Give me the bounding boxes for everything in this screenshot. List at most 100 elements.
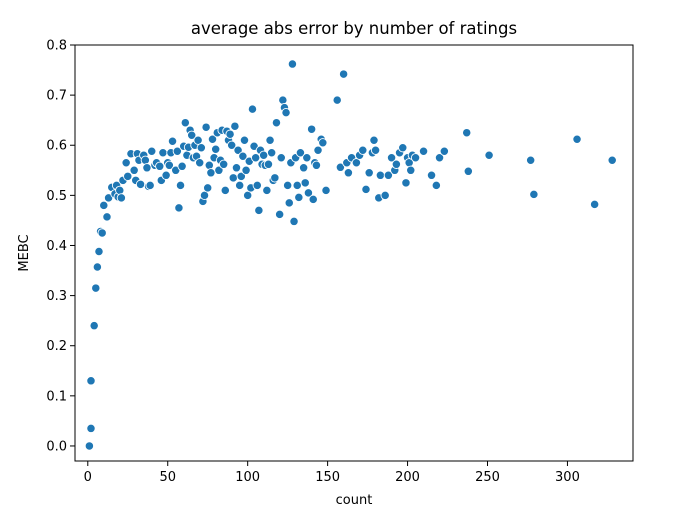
data-point [300,178,310,188]
data-point [274,209,285,220]
data-points [84,59,617,451]
data-point [391,159,402,169]
x-tick-label: 250 [475,470,500,485]
data-point [302,153,312,163]
data-point [206,168,216,178]
data-point [91,283,101,293]
y-tick-label: 0.2 [46,339,67,354]
data-point [298,163,309,173]
data-point [236,171,246,181]
data-point [142,163,152,173]
data-point [247,104,258,114]
y-axis-label: MEBC [17,234,32,271]
y-tick-label: 0.8 [46,39,67,54]
data-point [92,262,103,272]
y-tick-label: 0.6 [46,139,67,154]
y-tick-label: 0.0 [46,439,67,454]
data-point [265,135,275,145]
data-point [201,122,211,132]
data-point [370,145,381,155]
data-point [102,212,112,222]
data-point [241,165,251,175]
data-point [284,198,294,208]
data-point [426,170,437,180]
data-point [228,173,238,183]
data-point [303,188,314,198]
data-point [529,189,539,200]
data-point [147,146,157,156]
data-point [282,180,293,190]
data-point [89,321,99,331]
data-point [281,108,291,118]
data-point [233,145,243,155]
data-point [140,155,151,165]
data-point [116,193,127,203]
data-point [418,146,429,156]
data-point [410,153,421,163]
y-tick-label: 0.1 [46,389,67,404]
data-point [335,162,346,172]
plot-frame [74,44,634,462]
data-point [145,180,155,190]
data-point [263,159,274,169]
data-point [225,129,235,139]
data-point [589,199,600,210]
data-point [86,376,96,386]
data-point [292,180,302,190]
data-point [338,69,349,79]
data-point [462,128,472,138]
data-point [187,130,197,140]
data-point [358,145,368,155]
data-point [375,170,386,180]
data-point [211,144,221,154]
data-point [259,150,269,160]
data-point [254,205,264,216]
data-point [251,153,261,163]
x-tick-label: 200 [395,470,420,485]
data-point [180,118,190,128]
data-point [175,180,186,190]
data-point [219,159,229,169]
data-point [343,168,354,178]
data-point [313,145,323,155]
data-point [332,95,342,105]
data-point [262,185,272,196]
y-tick-label: 0.7 [46,89,67,104]
data-point [84,441,95,451]
data-point [295,148,306,158]
data-point [167,136,178,146]
data-point [121,158,131,168]
x-axis-label: count [336,493,373,508]
data-point [271,118,282,128]
data-point [318,138,328,148]
plot-area [74,44,634,462]
data-point [123,171,133,181]
data-point [235,180,245,190]
data-point [439,146,449,156]
data-point [172,146,182,156]
data-point [99,200,109,211]
data-point [238,151,248,161]
data-point [278,95,288,105]
data-point [401,178,411,188]
data-point [174,203,184,213]
data-point [252,180,262,190]
chart-title: average abs error by number of ratings [191,19,517,38]
data-point [431,180,441,190]
data-point [607,155,617,165]
data-point [267,148,277,158]
data-point [161,170,171,180]
data-point [239,135,250,145]
data-point [115,185,125,196]
y-tick-label: 0.3 [46,289,67,304]
data-point [214,165,224,175]
data-point [164,160,174,170]
x-tick-label: 0 [84,470,92,485]
data-point [177,161,187,171]
y-tick-label: 0.5 [46,189,67,204]
data-point [369,135,379,145]
data-point [311,160,322,170]
data-point [463,166,473,176]
data-point [195,158,205,168]
